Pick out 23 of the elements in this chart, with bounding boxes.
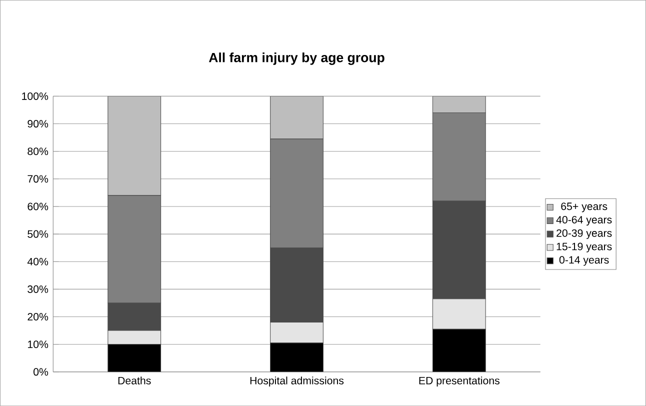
y-tick-label: 60% bbox=[28, 202, 48, 210]
x-tick-label: Deaths bbox=[118, 376, 151, 384]
y-tick-label: 20% bbox=[28, 312, 48, 320]
x-tick-label: Hospital admissions bbox=[250, 376, 344, 386]
y-tick-label: 70% bbox=[28, 175, 48, 183]
legend-label: 20-39 years bbox=[556, 229, 612, 239]
y-tick-label: 30% bbox=[28, 285, 48, 293]
legend-label: 0-14 years bbox=[559, 256, 609, 266]
y-tick-label: 100% bbox=[22, 92, 48, 100]
bar bbox=[432, 328, 486, 372]
y-tick-label: 0% bbox=[34, 368, 48, 376]
bar bbox=[270, 342, 324, 372]
bar bbox=[108, 344, 162, 372]
legend-label: 15-19 years bbox=[556, 242, 612, 252]
y-tick-label: 10% bbox=[28, 340, 48, 348]
y-tick-label: 40% bbox=[27, 258, 48, 266]
legend-label: 40-64 years bbox=[556, 216, 612, 226]
chart-title: All farm injury by age group bbox=[208, 52, 384, 65]
y-tick-label: 90% bbox=[28, 120, 48, 128]
y-tick-label: 80% bbox=[28, 148, 48, 156]
y-tick-label: 50% bbox=[28, 230, 48, 238]
x-tick-label: ED presentations bbox=[419, 376, 500, 386]
legend-label: 65+ years bbox=[561, 202, 608, 212]
